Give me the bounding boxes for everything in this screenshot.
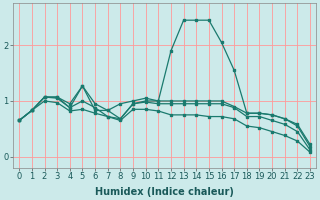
X-axis label: Humidex (Indice chaleur): Humidex (Indice chaleur) — [95, 187, 234, 197]
